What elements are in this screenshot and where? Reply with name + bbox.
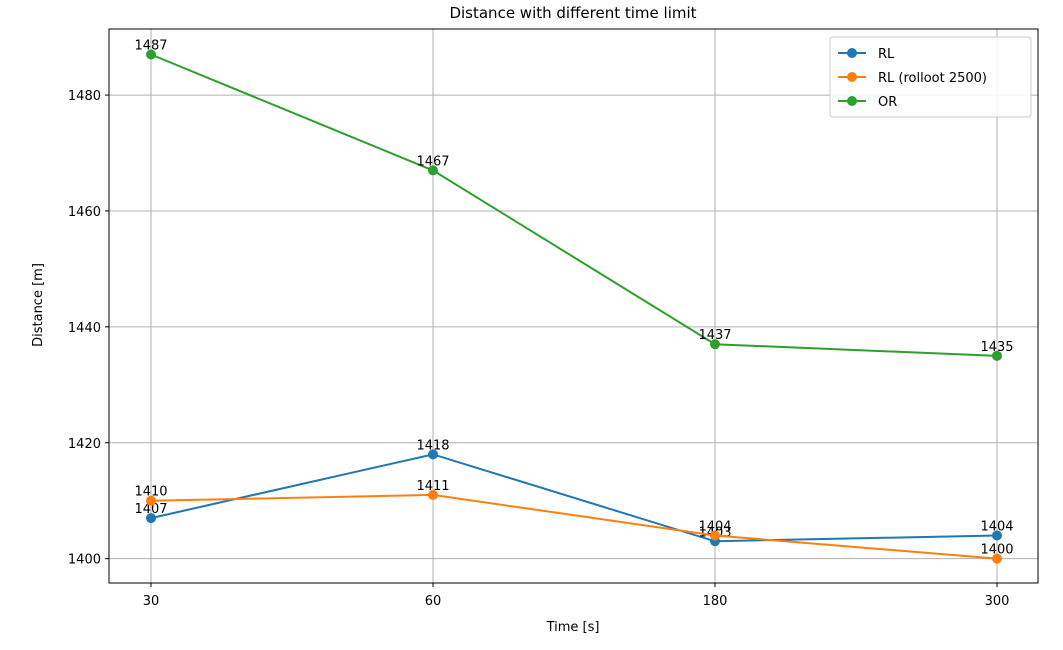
data-label: 1437 <box>698 328 731 343</box>
data-point <box>146 495 156 506</box>
data-label: 1407 <box>134 502 167 517</box>
y-tick-label: 1480 <box>68 89 101 104</box>
data-label: 1411 <box>416 479 449 494</box>
x-axis-label: Time [s] <box>546 620 600 635</box>
data-point <box>992 553 1002 564</box>
y-tick-label: 1420 <box>68 437 101 452</box>
x-tick-label: 180 <box>703 594 728 609</box>
data-point <box>428 489 438 500</box>
x-tick-label: 60 <box>425 594 442 609</box>
data-label: 1410 <box>134 485 167 500</box>
series-layer: 1407141814031404141014111404140014871467… <box>134 38 1014 564</box>
legend-marker <box>847 48 857 58</box>
data-point <box>428 165 438 176</box>
series-line-2 <box>150 53 998 357</box>
legend-label: RL (rolloot 2500) <box>878 71 987 86</box>
data-label: 1418 <box>416 438 449 453</box>
legend-marker <box>847 96 857 106</box>
legend-label: OR <box>878 95 897 110</box>
series-line-0 <box>150 453 998 543</box>
legend-label: RL <box>878 47 895 62</box>
legend: RL RL (rolloot 2500) OR <box>829 36 1032 118</box>
data-label: 1404 <box>698 519 731 534</box>
data-label: 1404 <box>980 519 1013 534</box>
y-tick-label: 1460 <box>68 205 101 220</box>
data-point <box>428 449 438 460</box>
data-point <box>146 513 156 524</box>
y-axis-label: Distance [m] <box>31 263 46 347</box>
x-tick-label: 30 <box>143 594 160 609</box>
plot-frame <box>108 28 1039 584</box>
tick-labels: 30 60 180 300 1400 1420 1440 1460 1480 <box>68 89 1010 609</box>
chart-title: Distance with different time limit <box>449 4 696 22</box>
x-tick-label: 300 <box>985 594 1010 609</box>
series-line-1 <box>150 493 998 560</box>
legend-box <box>829 36 1032 118</box>
legend-marker <box>847 72 857 82</box>
data-point <box>992 350 1002 361</box>
data-label: 1467 <box>416 154 449 169</box>
data-label: 1487 <box>134 38 167 53</box>
data-point <box>992 530 1002 541</box>
data-label: 1400 <box>980 543 1013 558</box>
data-label: 1435 <box>980 340 1013 355</box>
data-point <box>710 339 720 350</box>
y-tick-label: 1400 <box>68 553 101 568</box>
data-point <box>710 530 720 541</box>
data-point <box>146 49 156 60</box>
y-tick-label: 1440 <box>68 321 101 336</box>
